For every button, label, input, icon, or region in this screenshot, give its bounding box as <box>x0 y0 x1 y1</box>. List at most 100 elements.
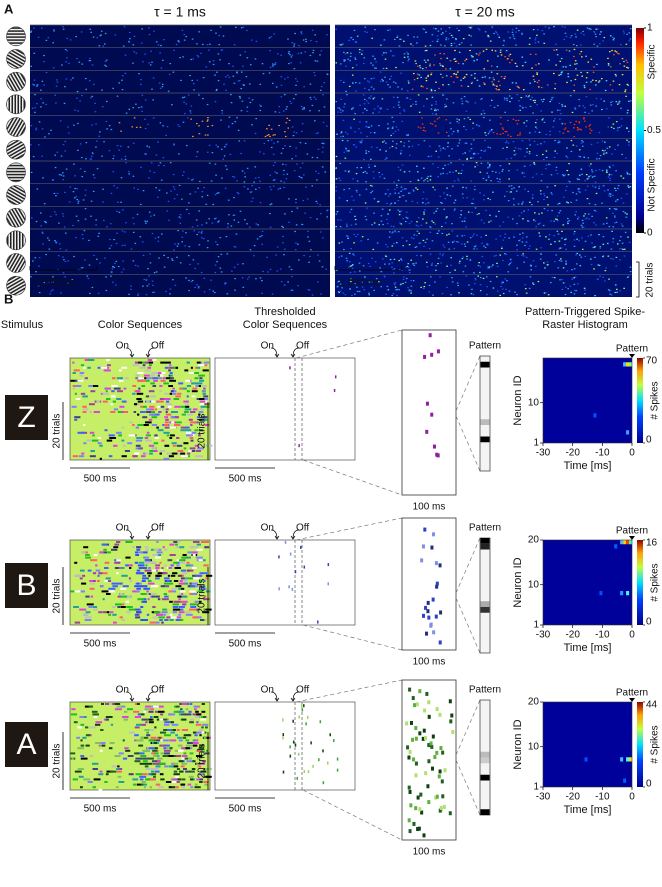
raster-dot <box>131 126 134 128</box>
raster-dot <box>515 44 517 46</box>
sequence-dash <box>75 385 82 387</box>
sequence-dash <box>136 546 142 549</box>
raster-dot <box>533 162 535 164</box>
raster-dot <box>578 178 581 181</box>
sequence-dash <box>181 413 187 416</box>
sequence-dash <box>92 606 98 608</box>
raster-dot <box>271 82 274 84</box>
raster-dot <box>498 36 501 38</box>
raster-dot <box>464 265 467 267</box>
sequence-dash <box>159 561 162 564</box>
raster-dot <box>593 31 596 33</box>
raster-dot <box>340 132 342 134</box>
raster-dot <box>521 56 524 58</box>
raster-dot <box>434 108 437 110</box>
sequence-dash <box>119 405 125 408</box>
raster-dot <box>525 236 528 238</box>
sequence-dash <box>141 379 147 382</box>
on-arrow <box>270 529 280 540</box>
scale-label: 1,000 ms <box>34 278 75 289</box>
raster-dot <box>48 239 51 241</box>
raster-dot <box>234 26 237 28</box>
raster-dot <box>182 230 184 232</box>
raster-dot <box>393 268 396 270</box>
sequence-dash <box>91 710 98 713</box>
raster-dot <box>395 147 398 149</box>
time-scale-label: 500 ms <box>229 474 262 485</box>
raster-dot <box>422 191 425 193</box>
sequence-dash <box>103 369 110 372</box>
raster-dot <box>570 201 572 204</box>
raster-dot <box>447 163 450 166</box>
raster-dot <box>594 33 597 35</box>
sequence-dash <box>151 773 157 776</box>
raster-dot <box>242 263 244 265</box>
raster-dot <box>418 74 421 76</box>
sequence-dash <box>176 437 180 439</box>
zoom-dash <box>443 768 447 773</box>
raster-dot <box>226 74 229 76</box>
sequence-dash <box>185 708 189 711</box>
raster-dot <box>595 28 598 30</box>
raster-dot <box>619 248 621 250</box>
raster-dot <box>64 86 66 88</box>
raster-dot <box>38 257 41 259</box>
raster-dot <box>517 148 520 150</box>
raster-dot <box>93 83 95 86</box>
raster-dot <box>258 187 261 189</box>
raster-dot <box>522 218 524 220</box>
sequence-dash <box>107 590 115 593</box>
sequence-dash <box>136 392 144 395</box>
raster-dot <box>375 277 378 280</box>
raster-dot <box>111 268 114 270</box>
raster-dot <box>573 84 576 86</box>
raster-dot <box>41 80 44 82</box>
raster-dot <box>468 150 471 152</box>
raster-dot <box>49 215 52 218</box>
raster-dot <box>400 258 402 260</box>
raster-dot <box>598 80 601 82</box>
raster-dot <box>358 270 361 272</box>
raster-dot <box>74 187 76 190</box>
raster-dot <box>304 142 307 145</box>
raster-dot <box>560 72 563 74</box>
raster-dot <box>558 259 561 262</box>
raster-dot <box>419 67 422 69</box>
raster-dot <box>584 218 587 220</box>
raster-dot <box>606 171 608 174</box>
raster-dot <box>468 26 471 28</box>
sequence-dash <box>181 703 188 705</box>
raster-dot <box>320 85 323 88</box>
sequence-dash <box>100 703 105 705</box>
sequence-dash <box>85 726 89 729</box>
sequence-dash <box>79 608 87 611</box>
raster-dot <box>401 120 404 123</box>
raster-dot <box>214 194 217 196</box>
raster-dot <box>589 132 592 134</box>
raster-dot <box>368 281 371 283</box>
raster-dot <box>196 151 199 153</box>
raster-dot <box>52 289 54 291</box>
raster-dot <box>319 204 321 206</box>
raster-dot <box>421 68 424 70</box>
raster-dot <box>476 59 478 61</box>
raster-dot <box>428 284 431 287</box>
raster-dot <box>340 136 342 138</box>
raster-dot <box>31 107 34 109</box>
raster-dot <box>597 264 600 266</box>
raster-dot <box>539 258 542 260</box>
raster-dot <box>449 68 452 70</box>
sequence-dash <box>205 775 212 778</box>
sequence-dash <box>180 765 185 768</box>
raster-dot <box>261 243 263 245</box>
raster-dot <box>619 259 621 261</box>
sequence-dash <box>137 598 145 601</box>
raster-dot <box>612 80 615 82</box>
sequence-dash <box>190 564 194 567</box>
sequence-dash <box>162 744 166 747</box>
raster-dot <box>295 94 297 96</box>
raster-dot <box>543 33 545 35</box>
raster-dot <box>437 132 440 134</box>
raster-dot <box>388 147 391 149</box>
raster-dot <box>245 294 248 296</box>
